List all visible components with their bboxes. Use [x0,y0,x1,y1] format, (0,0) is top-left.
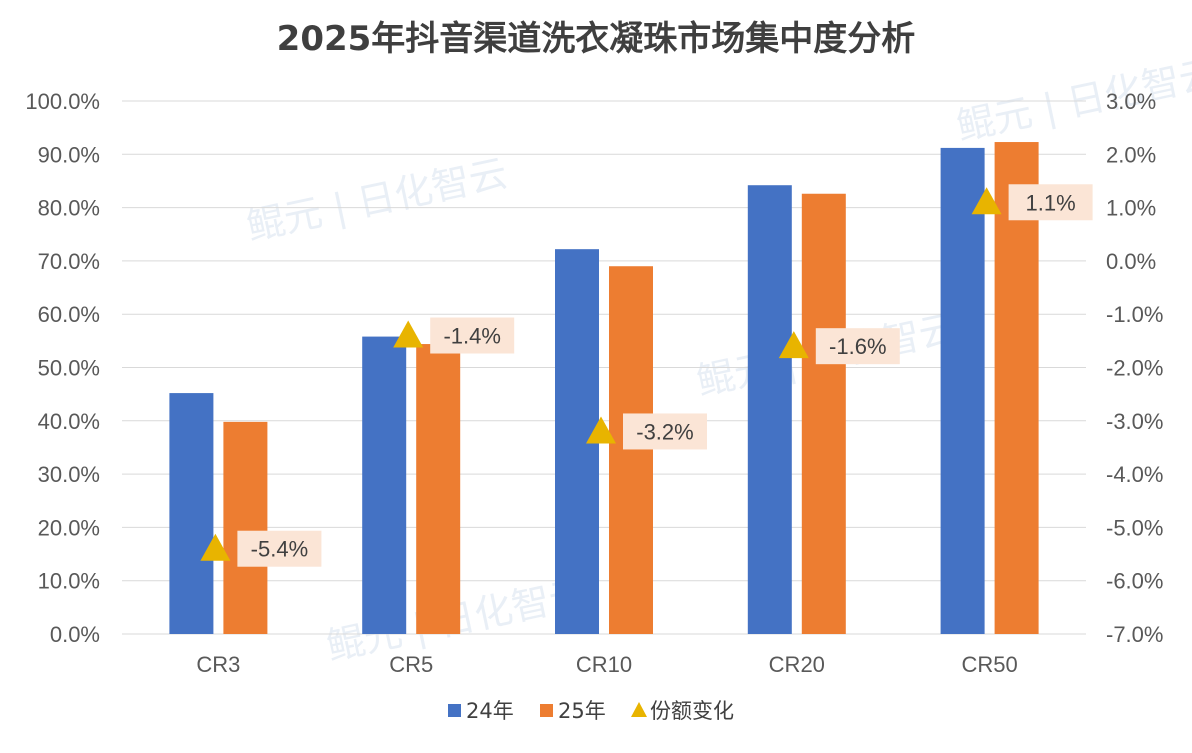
left-tick-label: 50.0% [38,356,100,381]
watermark-text: 鲲元 | 日化智云 [243,151,512,250]
right-axis-ticks: -7.0% -6.0% -5.0% -4.0% -3.0% -2.0% -1.0% 0.0% 1… [1106,89,1163,647]
change-marker [971,187,1002,215]
category-label: CR10 [576,652,632,677]
right-tick-label: -1.0% [1106,302,1163,327]
change-label: -3.2% [636,419,693,444]
right-tick-label: -5.0% [1106,515,1163,540]
bar-cr20-series-2 [801,193,846,634]
change-markers: -5.4% -1.4% -3.2% -1.6% 1.1% [200,184,1093,567]
left-tick-label: 30.0% [38,462,100,487]
change-marker [393,320,424,348]
right-tick-label: -7.0% [1106,622,1163,647]
bar-cr20-series-1 [747,185,792,635]
change-label-bg [237,530,322,567]
right-tick-label: -6.0% [1106,569,1163,594]
right-tick-label: 3.0% [1106,89,1156,114]
left-tick-label: 0.0% [50,622,100,647]
legend-label: 24年 [466,699,514,723]
left-tick-label: 100.0% [25,89,100,114]
chart-title: 2025年抖音渠道洗衣凝珠市场集中度分析 [277,19,916,59]
change-label-bg [1008,184,1093,221]
bar-cr3-series-2 [223,421,268,634]
left-tick-label: 10.0% [38,569,100,594]
category-label: CR20 [769,652,825,677]
bars [169,142,1039,635]
left-tick-label: 90.0% [38,142,100,167]
category-label: CR3 [196,652,240,677]
bar-cr10-series-2 [609,266,653,634]
change-label: -1.6% [829,334,886,359]
change-marker [586,416,616,444]
legend-swatch [540,704,553,717]
left-tick-label: 20.0% [38,515,100,540]
category-labels: CR3 CR5 CR10 CR20 CR50 [196,652,1017,677]
legend: 24年 25年 份额变化 [448,699,734,723]
change-label-bg [430,317,515,354]
legend-label: 份额变化 [650,699,734,723]
legend-swatch [448,704,461,717]
change-marker [200,533,231,561]
category-label: CR50 [961,652,1017,677]
bar-cr50-series-1 [940,147,985,635]
left-tick-label: 60.0% [38,302,100,327]
bar-cr5-series-2 [416,344,461,634]
change-label-bg [623,413,707,450]
right-tick-label: 2.0% [1106,142,1156,167]
category-label: CR5 [389,652,433,677]
change-label: 1.1% [1026,190,1076,215]
change-label: -1.4% [443,324,500,349]
right-tick-label: 0.0% [1106,249,1156,274]
gridlines [122,100,1086,635]
legend-swatch [631,702,647,717]
left-tick-label: 80.0% [38,196,100,221]
bar-cr3-series-1 [169,393,214,634]
right-tick-label: -2.0% [1106,356,1163,381]
left-axis-ticks: 0.0% 10.0% 20.0% 30.0% 40.0% 50.0% 60.0% 70.0% 8… [25,89,100,647]
bar-cr50-series-2 [994,142,1039,634]
bar-cr5-series-1 [362,336,407,634]
change-marker [778,331,809,359]
legend-label: 25年 [558,699,606,723]
left-tick-label: 40.0% [38,409,100,434]
change-label-bg [815,328,900,365]
right-tick-label: -4.0% [1106,462,1163,487]
right-tick-label: 1.0% [1106,196,1156,221]
change-label: -5.4% [251,537,308,562]
right-tick-label: -3.0% [1106,409,1163,434]
left-tick-label: 70.0% [38,249,100,274]
